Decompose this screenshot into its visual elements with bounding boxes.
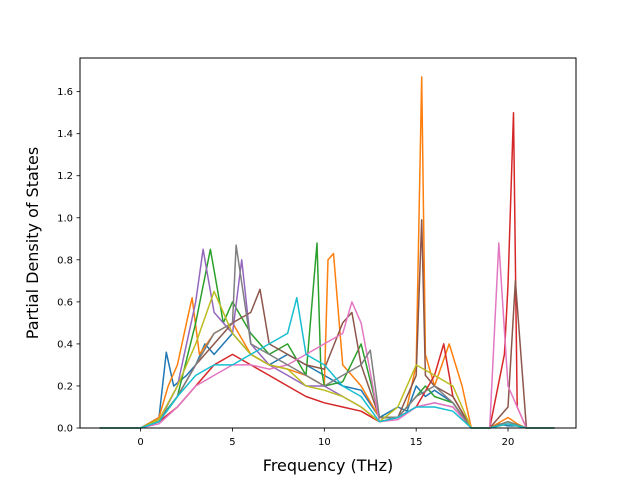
x-tick-label: 20 [502, 437, 515, 448]
y-tick-label: 0.8 [57, 255, 73, 266]
x-tick-label: 10 [318, 437, 331, 448]
x-axis-ticks: 0 5 10 15 20 [137, 428, 514, 448]
y-tick-label: 1.4 [57, 129, 73, 140]
y-tick-label: 1.2 [57, 171, 73, 182]
pdos-series-line-2 [99, 76, 555, 429]
y-tick-label: 0.4 [57, 339, 73, 350]
y-tick-label: 0.0 [57, 424, 73, 435]
x-tick-label: 5 [229, 437, 235, 448]
y-tick-label: 1.6 [57, 87, 73, 98]
plot-area-frame [79, 57, 577, 429]
y-axis-label: Partial Density of States [23, 147, 42, 339]
x-tick-label: 15 [410, 437, 423, 448]
y-tick-label: 1.0 [57, 213, 73, 224]
pdos-series-line-8 [99, 244, 555, 429]
y-axis-ticks: 0.0 0.2 0.4 0.6 0.8 1.0 1.2 1.4 1.6 [57, 87, 80, 435]
x-axis-label: Frequency (THz) [263, 456, 393, 475]
y-tick-label: 0.6 [57, 297, 73, 308]
x-tick-label: 0 [137, 437, 143, 448]
y-tick-label: 0.2 [57, 381, 73, 392]
pdos-series-line-7 [99, 242, 555, 429]
pdos-series-line-4 [99, 111, 555, 429]
